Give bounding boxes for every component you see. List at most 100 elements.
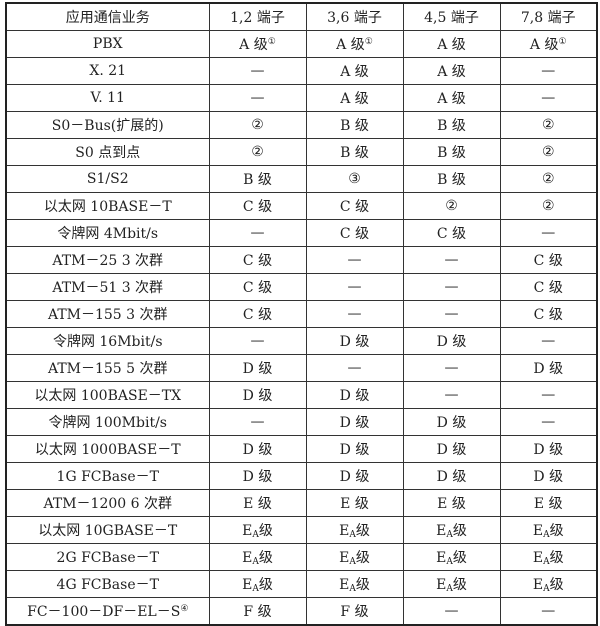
- cell-text: E: [242, 577, 253, 593]
- class-cell: B 级: [305, 138, 404, 166]
- cell-text: —: [347, 252, 362, 268]
- cell-text: —: [444, 360, 459, 376]
- class-cell: EA级: [305, 570, 404, 598]
- header-row: 应用通信业务 1,2 端子 3,6 端子 4,5 端子 7,8 端子: [5, 2, 598, 31]
- cell-text: —: [347, 306, 362, 322]
- service-cell: ATM－1200 6 次群: [5, 489, 210, 517]
- cell-text: E 级: [243, 496, 272, 512]
- class-cell: ②: [499, 192, 598, 220]
- class-cell: EA级: [208, 516, 307, 544]
- class-subscript: A: [349, 584, 356, 594]
- cell-text: D 级: [339, 388, 370, 404]
- class-cell: —: [499, 327, 598, 355]
- cell-text: ②: [251, 117, 264, 133]
- class-cell: D 级: [208, 354, 307, 382]
- class-cell: —: [305, 354, 404, 382]
- cell-text: F 级: [243, 604, 272, 620]
- class-cell: C 级: [208, 273, 307, 301]
- service-cell: 以太网 100BASE－TX: [5, 381, 210, 409]
- class-cell: D 级: [305, 381, 404, 409]
- service-cell: 令牌网 16Mbit/s: [5, 327, 210, 355]
- class-cell: EA级: [499, 570, 598, 598]
- table-row: X. 21 — A 级 A 级 —: [5, 57, 598, 85]
- class-subscript: A: [543, 557, 550, 567]
- cell-text: C 级: [242, 307, 273, 323]
- service-cell: 以太网 10BASE－T: [5, 192, 210, 220]
- cell-text: A 级: [437, 37, 466, 53]
- class-cell: —: [208, 57, 307, 85]
- cell-text: C 级: [533, 280, 563, 296]
- cell-text: E 级: [437, 496, 466, 512]
- class-cell: —: [402, 300, 501, 328]
- class-cell: D 级: [402, 435, 501, 463]
- class-subscript: A: [252, 584, 259, 594]
- cell-text: —: [250, 333, 265, 349]
- cell-text: A 级: [336, 37, 365, 53]
- table-row: ATM－25 3 次群 C 级 — — C 级: [5, 246, 598, 274]
- cell-text: D 级: [436, 334, 467, 350]
- cell-text: E 级: [340, 496, 369, 512]
- service-cell: 以太网 1000BASE－T: [5, 435, 210, 463]
- table-row: FC－100－DF－EL－S④ F 级 F 级 — —: [5, 597, 598, 626]
- cell-text: E: [339, 523, 350, 539]
- cell-text: E: [436, 550, 447, 566]
- cell-text: D 级: [533, 442, 564, 458]
- cell-text: —: [541, 225, 556, 241]
- class-cell: ②: [402, 192, 501, 220]
- cell-text: D 级: [242, 442, 273, 458]
- table-row: ATM－155 3 次群 C 级 — — C 级: [5, 300, 598, 328]
- class-cell: A 级: [402, 30, 501, 58]
- cell-text: D 级: [533, 469, 564, 485]
- service-cell: ATM－51 3 次群: [5, 273, 210, 301]
- class-cell: D 级: [305, 435, 404, 463]
- class-cell: —: [305, 273, 404, 301]
- cell-text: 级: [355, 577, 370, 593]
- table-row: 以太网 10GBASE－T EA级 EA级 EA级 EA级: [5, 516, 598, 544]
- class-cell: B 级: [402, 165, 501, 193]
- cell-text: ②: [541, 171, 555, 187]
- table-row: ATM－1200 6 次群 E 级 E 级 E 级 E 级: [5, 489, 598, 517]
- cell-text: 级: [452, 550, 467, 566]
- cell-text: E: [436, 523, 447, 539]
- cell-text: E: [242, 550, 253, 566]
- cell-text: —: [347, 279, 362, 295]
- table-row: 以太网 100BASE－TX D 级 D 级 — —: [5, 381, 598, 409]
- class-cell: —: [402, 246, 501, 274]
- cell-text: E: [339, 550, 350, 566]
- class-cell: C 级: [305, 219, 404, 247]
- cell-text: D 级: [339, 334, 370, 350]
- cell-text: V. 11: [90, 90, 125, 106]
- class-cell: —: [208, 84, 307, 112]
- class-cell: A 级: [305, 84, 404, 112]
- cell-text: ②: [541, 198, 555, 214]
- class-cell: D 级: [305, 327, 404, 355]
- cell-text: 令牌网 100Mbit/s: [48, 415, 167, 431]
- table-row: 令牌网 4Mbit/s — C 级 C 级 —: [5, 219, 598, 247]
- cell-text: ②: [445, 198, 458, 214]
- cell-text: D 级: [339, 469, 370, 485]
- cell-text: 级: [452, 523, 467, 539]
- cell-text: D 级: [242, 361, 273, 377]
- class-cell: C 级: [208, 300, 307, 328]
- class-cell: ③: [305, 165, 404, 193]
- class-cell: ②: [499, 138, 598, 166]
- cell-text: 以太网 1000BASE－T: [34, 442, 181, 458]
- cell-text: C 级: [436, 226, 467, 242]
- table-row: S1/S2 B 级 ③ B 级 ②: [5, 165, 598, 193]
- class-subscript: A: [349, 530, 356, 540]
- service-cell: 4G FCBase－T: [5, 570, 210, 598]
- cell-text: E: [436, 577, 447, 593]
- service-cell: X. 21: [5, 57, 210, 85]
- class-cell: EA级: [402, 570, 501, 598]
- service-cell: ATM－25 3 次群: [5, 246, 210, 274]
- cell-text: A 级: [529, 37, 559, 53]
- class-cell: —: [305, 246, 404, 274]
- cell-text: B 级: [340, 145, 369, 161]
- class-cell: D 级: [499, 462, 598, 490]
- class-cell: —: [499, 597, 598, 626]
- class-cell: A 级①: [208, 30, 307, 58]
- class-subscript: A: [446, 530, 453, 540]
- cell-text: B 级: [243, 172, 272, 188]
- class-cell: B 级: [402, 111, 501, 139]
- cell-text: 令牌网 4Mbit/s: [57, 226, 159, 242]
